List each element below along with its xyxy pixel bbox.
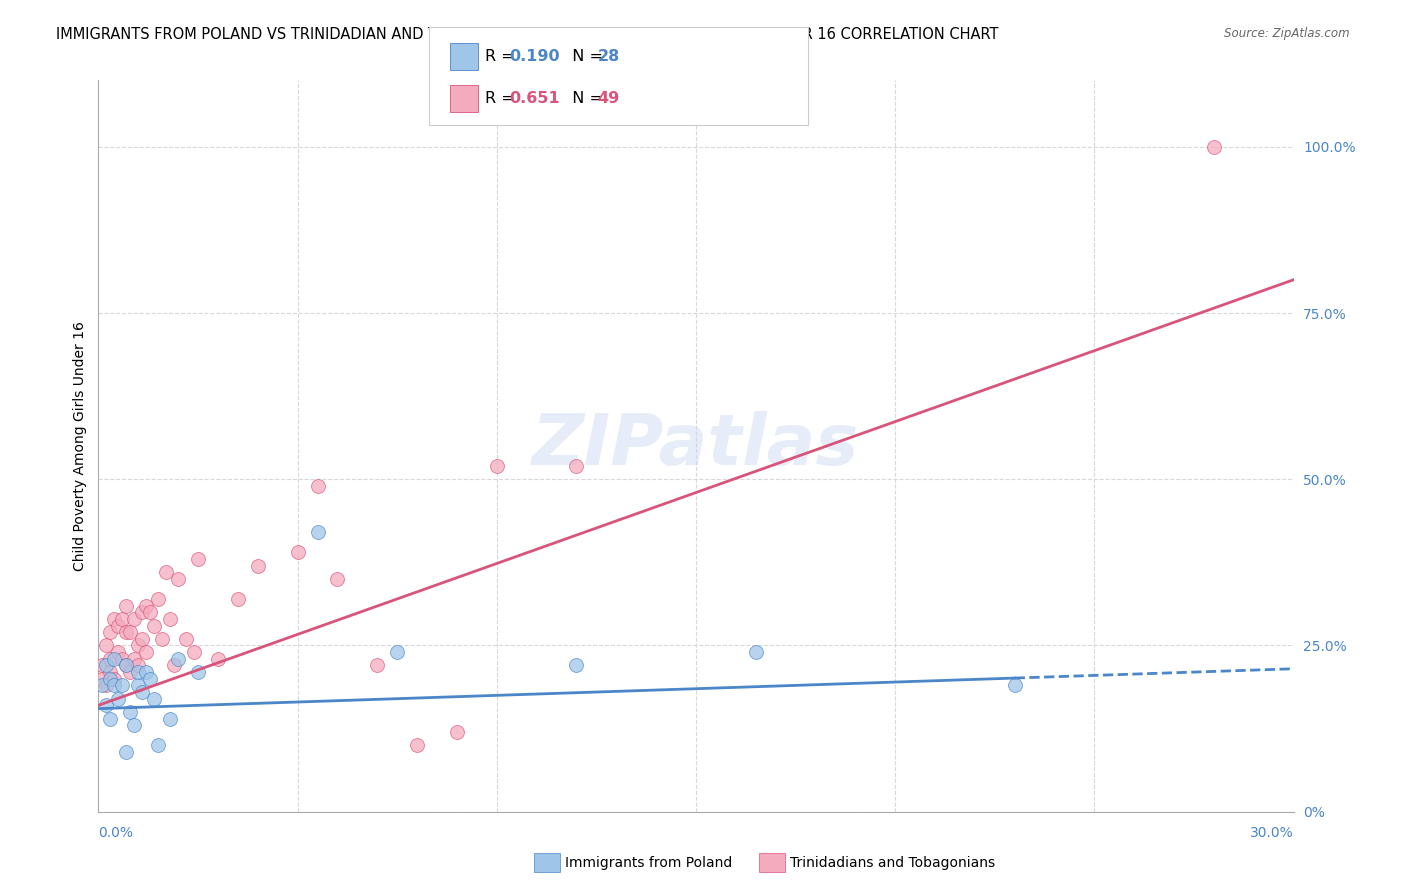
Point xyxy=(127,678,149,692)
Point xyxy=(159,612,181,626)
Text: IMMIGRANTS FROM POLAND VS TRINIDADIAN AND TOBAGONIAN CHILD POVERTY AMONG GIRLS U: IMMIGRANTS FROM POLAND VS TRINIDADIAN AN… xyxy=(56,27,998,42)
Point xyxy=(148,591,170,606)
Point xyxy=(307,479,329,493)
Point xyxy=(91,678,114,692)
Point xyxy=(115,658,138,673)
Point xyxy=(103,672,125,686)
Point xyxy=(115,658,138,673)
Text: N =: N = xyxy=(562,91,609,105)
Point xyxy=(107,618,129,632)
Point xyxy=(150,632,173,646)
Text: R =: R = xyxy=(485,91,520,105)
Point xyxy=(115,625,138,640)
Point xyxy=(139,672,162,686)
Point xyxy=(326,572,349,586)
Y-axis label: Child Poverty Among Girls Under 16: Child Poverty Among Girls Under 16 xyxy=(73,321,87,571)
Point xyxy=(115,599,138,613)
Text: R =: R = xyxy=(485,49,520,63)
Point xyxy=(307,525,329,540)
Point xyxy=(98,665,122,679)
Text: 30.0%: 30.0% xyxy=(1250,826,1294,840)
Point xyxy=(131,632,153,646)
Point xyxy=(135,599,157,613)
Point xyxy=(207,652,229,666)
Point xyxy=(485,458,508,473)
Point xyxy=(167,572,190,586)
Point xyxy=(91,672,114,686)
Point xyxy=(287,545,309,559)
Point xyxy=(187,665,209,679)
Point xyxy=(120,665,142,679)
Text: N =: N = xyxy=(562,49,609,63)
Point xyxy=(226,591,249,606)
Point xyxy=(174,632,197,646)
Point xyxy=(406,738,429,752)
Text: 28: 28 xyxy=(598,49,620,63)
Point xyxy=(131,605,153,619)
Point xyxy=(167,652,190,666)
Point xyxy=(385,645,409,659)
Point xyxy=(1202,140,1225,154)
Point xyxy=(148,738,170,752)
Point xyxy=(155,566,177,580)
Point xyxy=(127,665,149,679)
Text: Source: ZipAtlas.com: Source: ZipAtlas.com xyxy=(1225,27,1350,40)
Point xyxy=(127,658,149,673)
Point xyxy=(127,639,149,653)
Point xyxy=(565,458,588,473)
Point xyxy=(246,558,269,573)
Point xyxy=(745,645,768,659)
Point xyxy=(98,712,122,726)
Text: ZIPatlas: ZIPatlas xyxy=(533,411,859,481)
Text: Immigrants from Poland: Immigrants from Poland xyxy=(565,855,733,870)
Point xyxy=(183,645,205,659)
Point xyxy=(96,698,118,713)
Text: Trinidadians and Tobagonians: Trinidadians and Tobagonians xyxy=(790,855,995,870)
Point xyxy=(159,712,181,726)
Text: 49: 49 xyxy=(598,91,620,105)
Point xyxy=(98,652,122,666)
Point xyxy=(139,605,162,619)
Point xyxy=(91,658,114,673)
Point xyxy=(111,652,134,666)
Point xyxy=(366,658,388,673)
Point xyxy=(98,672,122,686)
Point xyxy=(120,705,142,719)
Point xyxy=(98,625,122,640)
Point xyxy=(96,678,118,692)
Point xyxy=(96,639,118,653)
Point xyxy=(143,691,166,706)
Point xyxy=(135,665,157,679)
Point xyxy=(103,678,125,692)
Text: 0.190: 0.190 xyxy=(509,49,560,63)
Point xyxy=(111,678,134,692)
Text: 0.651: 0.651 xyxy=(509,91,560,105)
Point xyxy=(111,612,134,626)
Point xyxy=(124,718,146,732)
Point xyxy=(124,612,146,626)
Point xyxy=(124,652,146,666)
Point xyxy=(103,652,125,666)
Point xyxy=(103,612,125,626)
Point xyxy=(163,658,186,673)
Point xyxy=(1004,678,1026,692)
Text: 0.0%: 0.0% xyxy=(98,826,134,840)
Point xyxy=(96,658,118,673)
Point xyxy=(107,691,129,706)
Point xyxy=(565,658,588,673)
Point xyxy=(115,745,138,759)
Point xyxy=(143,618,166,632)
Point xyxy=(107,645,129,659)
Point xyxy=(187,552,209,566)
Point xyxy=(135,645,157,659)
Point xyxy=(120,625,142,640)
Point xyxy=(446,725,468,739)
Point xyxy=(131,685,153,699)
